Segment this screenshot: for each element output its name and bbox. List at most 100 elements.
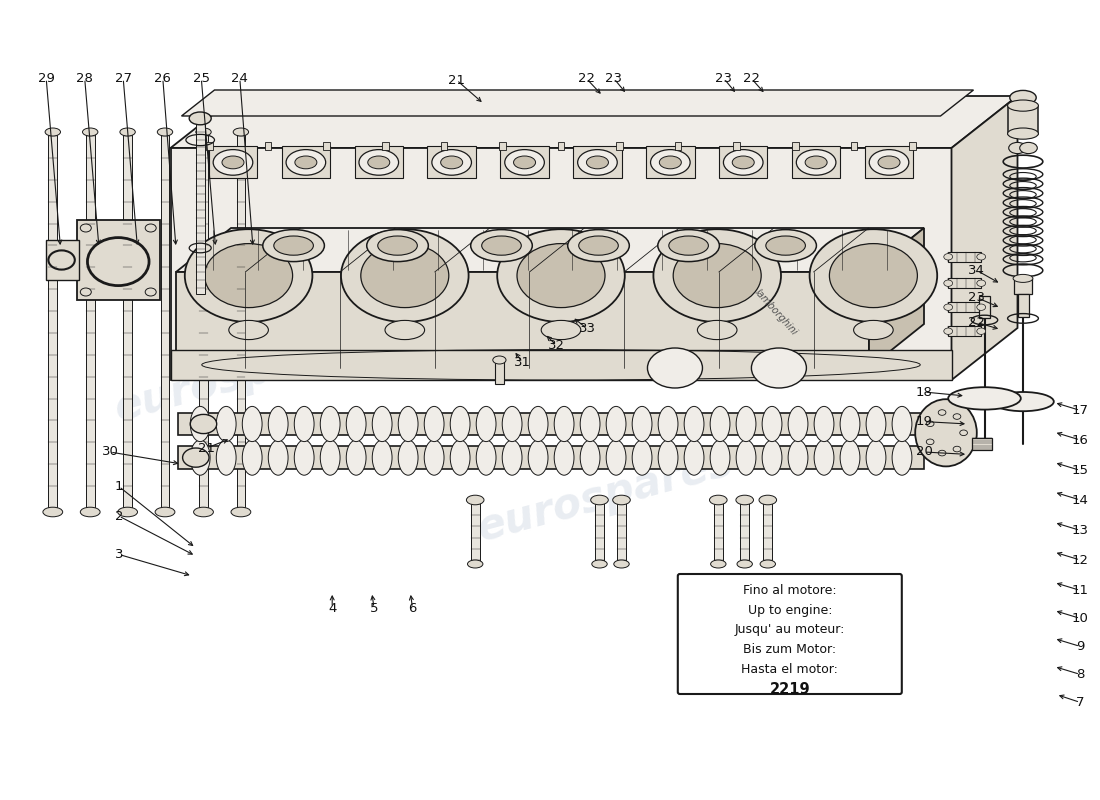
Polygon shape [170,96,1018,148]
Ellipse shape [80,507,100,517]
Ellipse shape [592,560,607,568]
Ellipse shape [80,224,91,232]
Text: 31: 31 [514,356,531,369]
Ellipse shape [632,440,652,475]
Ellipse shape [155,507,175,517]
Ellipse shape [528,440,548,475]
Bar [495,360,504,384]
Ellipse shape [346,440,366,475]
Ellipse shape [648,348,703,388]
Ellipse shape [295,156,317,169]
Bar [199,132,208,512]
Ellipse shape [814,406,834,442]
Bar [948,278,981,288]
Ellipse shape [710,495,727,505]
Bar [178,413,924,435]
Ellipse shape [606,406,626,442]
Ellipse shape [432,150,472,175]
Text: 9: 9 [1076,640,1085,653]
Bar [207,142,213,150]
Text: 17: 17 [1071,404,1089,417]
Ellipse shape [580,440,600,475]
Ellipse shape [541,320,581,339]
Polygon shape [952,96,1018,380]
Ellipse shape [805,156,827,169]
Ellipse shape [711,440,730,475]
Text: 23: 23 [605,72,623,85]
Text: 24: 24 [231,72,249,85]
Text: lamborghini: lamborghini [752,287,799,337]
Ellipse shape [977,280,986,286]
Ellipse shape [759,495,777,505]
Text: 7: 7 [1076,696,1085,709]
Ellipse shape [185,230,312,322]
Ellipse shape [213,150,253,175]
Ellipse shape [697,320,737,339]
Text: 34: 34 [968,264,986,277]
Bar [196,118,205,294]
Ellipse shape [80,288,91,296]
Ellipse shape [944,328,953,334]
Bar [979,296,990,318]
Ellipse shape [233,128,249,136]
Ellipse shape [1008,128,1038,139]
Ellipse shape [613,495,630,505]
Ellipse shape [568,230,629,262]
Ellipse shape [632,406,652,442]
Ellipse shape [736,406,756,442]
Ellipse shape [762,440,782,475]
Ellipse shape [673,243,761,308]
Bar [178,446,924,469]
Ellipse shape [591,495,608,505]
Ellipse shape [840,440,860,475]
Ellipse shape [274,236,313,255]
Ellipse shape [441,156,463,169]
Ellipse shape [295,440,315,475]
Ellipse shape [217,440,236,475]
Polygon shape [182,90,974,116]
Text: 5: 5 [370,602,378,614]
Bar [236,132,245,512]
Ellipse shape [372,406,392,442]
Ellipse shape [736,495,754,505]
Ellipse shape [1009,142,1026,154]
Ellipse shape [586,156,608,169]
Bar [909,142,915,150]
Ellipse shape [840,406,860,442]
Text: 27: 27 [114,72,132,85]
Ellipse shape [468,560,483,568]
Text: 22: 22 [578,72,595,85]
Text: 26: 26 [154,72,172,85]
Bar [170,350,952,380]
Ellipse shape [977,328,986,334]
Ellipse shape [579,236,618,255]
Bar [617,500,626,564]
Ellipse shape [992,392,1054,411]
Ellipse shape [497,230,625,322]
Text: 19: 19 [915,415,933,428]
Ellipse shape [505,150,544,175]
Ellipse shape [606,440,626,475]
Text: 13: 13 [1071,524,1089,537]
Bar [440,142,447,150]
Ellipse shape [242,406,262,442]
Ellipse shape [650,150,690,175]
Ellipse shape [788,406,807,442]
Ellipse shape [944,280,953,286]
Ellipse shape [1013,274,1033,282]
Ellipse shape [514,156,536,169]
Ellipse shape [737,560,752,568]
Bar [616,142,623,150]
Text: 15: 15 [1071,464,1089,477]
Ellipse shape [268,406,288,442]
Ellipse shape [450,406,470,442]
Ellipse shape [762,406,782,442]
Ellipse shape [190,440,210,475]
Text: 28: 28 [76,72,94,85]
Bar [48,132,57,512]
Bar [646,146,694,178]
Ellipse shape [869,150,909,175]
Bar [850,142,857,150]
Ellipse shape [711,560,726,568]
Ellipse shape [157,128,173,136]
